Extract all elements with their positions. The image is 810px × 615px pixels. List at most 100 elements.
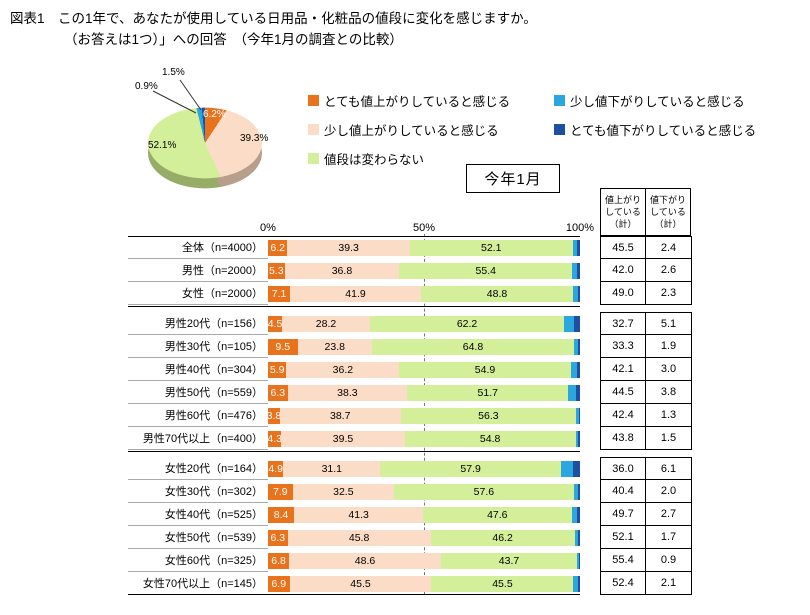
bar-segment-slightly-down [577,552,579,569]
up-total-cell: 44.5 [600,381,646,404]
figure-title-line2: （お答えは1つ）」への回答 （今年1月の調査との比較） [64,32,403,47]
bar-row: 女性20代（n=164） 4.9 31.1 57.9 36.0 6.1 [128,457,692,480]
pie-label-very-up: 6.2% [203,109,226,120]
bar-segment-slightly-down [573,575,578,592]
pie-label-no-change: 52.1% [148,140,177,151]
bar-segment-very-down [577,285,580,302]
bar-segment-slightly-down [568,384,576,401]
legend-label: とても値上がりしていると感じる [324,95,511,109]
bar-segment-slightly-up: 31.1 [283,460,381,477]
category-label: 全体（n=4000） [128,236,268,259]
bar-segment-very-up: 4.3 [267,430,283,447]
bar-segment-slightly-down [573,285,578,302]
bar-row: 女性50代（n=539） 6.3 45.8 46.2 52.1 1.7 [128,526,692,549]
pie-label-very-down: 0.9% [135,81,158,92]
bar-segment-slightly-up: 36.2 [286,361,400,378]
period-label-box: 今年1月 [466,164,560,193]
axis-tick-0: 0% [260,222,276,234]
stacked-bar: 6.2 39.3 52.1 [268,239,580,256]
category-label: 男性20代（n=156） [128,312,268,335]
bar-segment-no-change: 57.9 [380,460,561,477]
stacked-bar: 4.9 31.1 57.9 [268,460,580,477]
down-total-cell: 0.9 [645,549,692,572]
bar-rows: 全体（n=4000） 6.2 39.3 52.1 45.5 2.4 男性（n=2… [128,234,692,595]
bar-segment-slightly-down [570,361,577,378]
axis-tick-50: 50% [412,222,436,234]
bar-segment-no-change: 62.2 [370,315,565,332]
category-label: 女性40代（n=525） [128,503,268,526]
category-label: 女性（n=2000） [128,282,268,305]
table-header-up-total: 値上がりしている（計） [600,188,646,236]
legend-item: とても値上がりしていると感じる [308,94,554,109]
bar-segment-very-up: 5.9 [268,361,287,378]
bar-segment-very-down [577,262,580,279]
pie-surface [148,107,262,179]
bar-segment-slightly-up: 45.8 [287,529,431,546]
up-total-cell: 42.1 [600,358,646,381]
stacked-bar: 3.8 38.7 56.3 [267,407,580,424]
bar-segment-no-change: 55.4 [399,262,573,279]
x-axis: 0% 50% 100% [260,222,594,236]
axis-tick-100: 100% [565,222,595,234]
category-label: 女性30代（n=302） [128,480,268,503]
bar-segment-no-change: 56.3 [400,407,577,424]
bar-row: 女性（n=2000） 7.1 41.9 48.8 49.0 2.3 [128,282,692,305]
bar-row: 男性50代（n=559） 6.3 38.3 51.7 44.5 3.8 [128,381,692,404]
bar-segment-slightly-down [572,239,578,256]
bar-segment-slightly-down [576,407,579,424]
down-total-cell: 2.6 [645,259,692,282]
bar-segment-very-up: 7.9 [268,483,293,500]
category-label: 男性70代以上（n=400） [128,427,268,450]
down-total-cell: 1.3 [645,404,692,427]
stacked-bar: 7.1 41.9 48.8 [268,285,580,302]
bar-segment-no-change: 46.2 [430,529,575,546]
legend-item: とても値下がりしていると感じる [554,123,756,138]
bar-segment-very-up: 6.2 [268,239,288,256]
bar-segment-slightly-up: 38.7 [279,407,401,424]
legend-item: 少し値上がりしていると感じる [308,123,554,138]
up-total-cell: 52.1 [600,526,646,549]
down-total-cell: 1.9 [645,335,692,358]
down-total-cell: 1.5 [645,427,692,450]
stacked-bar: 5.3 36.8 55.4 [268,262,580,279]
stacked-bar: 6.3 45.8 46.2 [268,529,580,546]
bar-segment-no-change: 45.5 [431,575,574,592]
bar-segment-no-change: 54.8 [404,430,576,447]
bar-segment-slightly-down [575,430,579,447]
up-total-cell: 36.0 [600,457,646,480]
table-header-down-total: 値下がりしている（計） [645,188,691,236]
bar-segment-very-down [573,460,580,477]
bar-segment-no-change: 47.6 [423,506,572,523]
stacked-bar: 6.9 45.5 45.5 [268,575,580,592]
bar-segment-slightly-up: 48.6 [289,552,441,569]
bar-segment-no-change: 54.9 [399,361,571,378]
bar-segment-very-up: 6.9 [268,575,290,592]
legend-label: 少し値上がりしていると感じる [324,124,499,138]
bar-segment-no-change: 48.8 [420,285,574,302]
bar-segment-very-down [577,506,580,523]
stacked-bar: 4.3 39.5 54.8 [267,430,580,447]
down-total-cell: 5.1 [645,312,692,335]
bar-segment-slightly-down [560,460,574,477]
bar-segment-very-up: 9.5 [268,338,298,355]
figure-title: 図表1 この1年で、あなたが使用している日用品・化粧品の値段に変化を感じますか。… [10,8,537,50]
category-label: 女性60代（n=325） [128,549,268,572]
bar-row: 女性70代以上（n=145） 6.9 45.5 45.5 52.4 2.1 [128,572,692,595]
group-separator-line [128,306,580,307]
bar-segment-very-down [575,384,580,401]
group-separator-line [128,451,580,452]
bar-segment-very-up: 6.3 [268,384,288,401]
down-total-cell: 2.7 [645,503,692,526]
bar-segment-slightly-up: 23.8 [297,338,372,355]
bar-segment-no-change: 64.8 [371,338,575,355]
category-label: 男性（n=2000） [128,259,268,282]
pie-leader-lines [152,79,202,114]
bar-segment-slightly-down [571,506,578,523]
bar-segment-no-change: 51.7 [407,384,569,401]
bar-segment-slightly-up: 45.5 [289,575,432,592]
bar-segment-no-change: 57.6 [394,483,574,500]
legend: とても値上がりしていると感じる 少し値下がりしていると感じる 少し値上がりしてい… [308,94,756,167]
bar-row: 女性60代（n=325） 6.8 48.6 43.7 55.4 0.9 [128,549,692,572]
stacked-bar: 6.3 38.3 51.7 [268,384,580,401]
legend-item: 少し値下がりしていると感じる [554,94,756,109]
